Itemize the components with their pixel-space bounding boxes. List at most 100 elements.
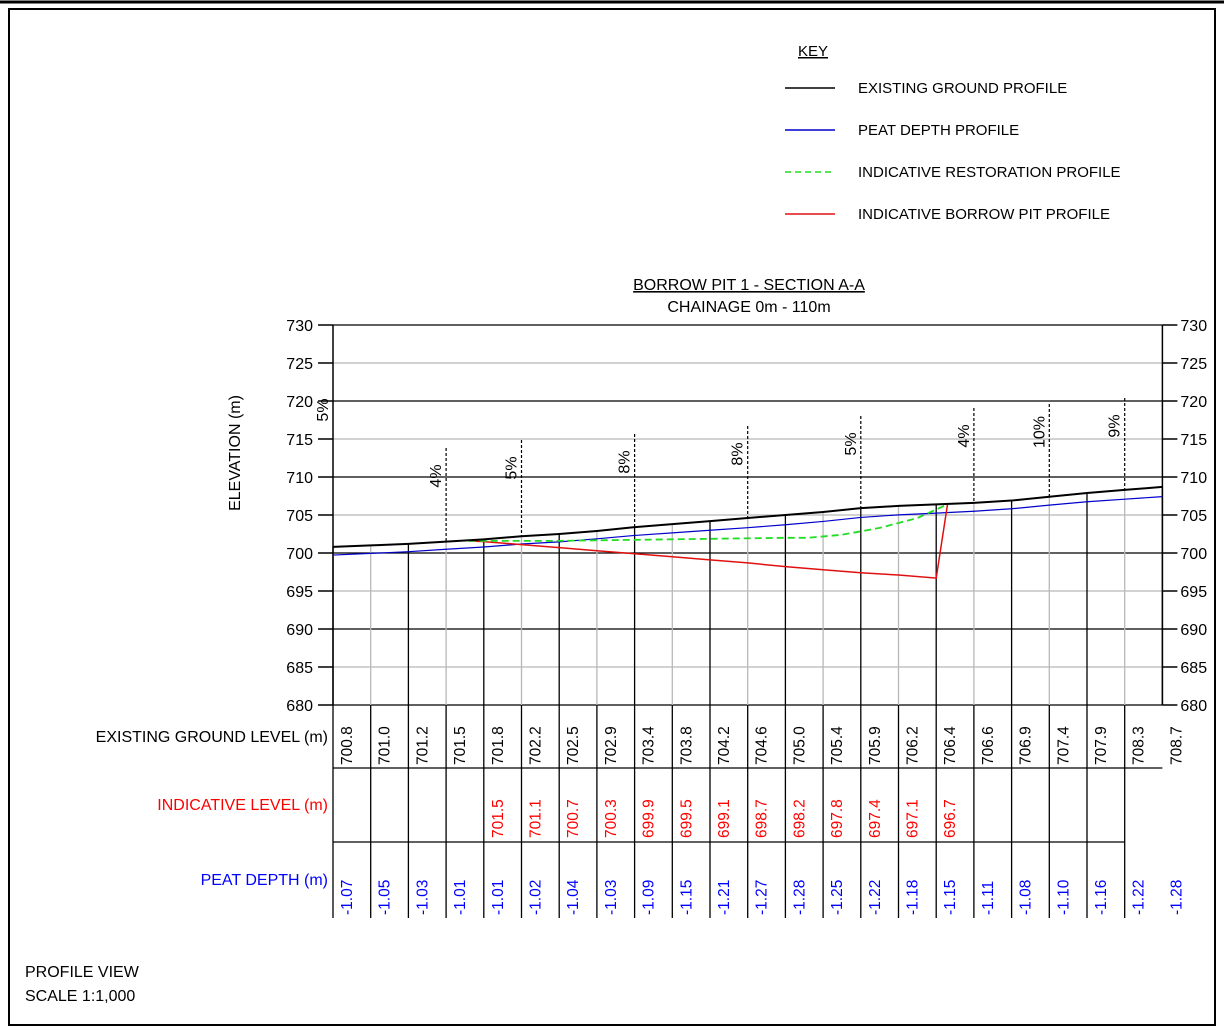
indicative-level-cell: 699.1 (716, 799, 733, 838)
existing-level-cell: 706.4 (942, 726, 959, 765)
y-axis-label: ELEVATION (m) (227, 395, 244, 511)
existing-level-cell: 707.9 (1093, 726, 1110, 765)
existing-level-cell: 707.4 (1055, 726, 1072, 765)
peat-depth-cell: -1.08 (1018, 880, 1035, 915)
peat-depth-cell: -1.04 (565, 879, 582, 915)
indicative-level-cell: 696.7 (942, 799, 959, 838)
slope-label: 8% (730, 442, 747, 465)
existing-level-cell: 702.5 (565, 726, 582, 765)
existing-level-cell: 703.8 (678, 726, 695, 765)
peat-depth-cell: -1.07 (339, 880, 356, 915)
peat-depth-cell: -1.22 (1131, 880, 1148, 915)
tick-label-left: 690 (286, 622, 313, 639)
level-table: 700.8 -1.07 701.0 -1.05 701.2 -1.03 701.5 -1.01… (332, 705, 1185, 918)
slope-label: 5% (843, 432, 860, 455)
elevation-axis: 730 730 725 725 720 720 715 715 710 710 705 705 700 7… (286, 318, 1207, 715)
peat-depth-cell: -1.03 (603, 880, 620, 915)
key-item-label: PEAT DEPTH PROFILE (858, 122, 1019, 139)
indicative-level-cell: 699.5 (678, 799, 695, 838)
existing-level-cell: 704.6 (754, 726, 771, 765)
existing-level-cell: 706.2 (905, 726, 922, 765)
tick-label-right: 725 (1180, 356, 1207, 373)
existing-level-cell: 701.5 (452, 726, 469, 765)
key-item-label: INDICATIVE BORROW PIT PROFILE (858, 206, 1110, 223)
indicative-level-cell: 697.1 (905, 799, 922, 838)
peat-depth-cell: -1.02 (528, 880, 545, 915)
tick-label-left: 680 (286, 698, 313, 715)
tick-label-left: 705 (286, 508, 313, 525)
slope-label: 5% (315, 398, 332, 421)
peat-depth-cell: -1.25 (829, 880, 846, 915)
tick-label-right: 705 (1180, 508, 1207, 525)
tick-label-right: 715 (1180, 432, 1207, 449)
existing-level-cell: 702.9 (603, 726, 620, 765)
tick-label-right: 685 (1180, 660, 1207, 677)
slope-markers: 5% 4% 5% 8% 8% 5% 4% 10% 9% (315, 398, 1126, 542)
peat-depth-cell: -1.28 (791, 880, 808, 915)
indicative-level-cell: 700.3 (603, 799, 620, 838)
row-label-indicative: INDICATIVE LEVEL (m) (157, 797, 328, 814)
existing-level-cell: 700.8 (339, 726, 356, 765)
peat-depth-cell: -1.03 (414, 880, 431, 915)
peat-depth-cell: -1.18 (905, 880, 922, 915)
peat-depth-cell: -1.01 (452, 880, 469, 915)
key-title: KEY (798, 43, 828, 60)
key-item-label: EXISTING GROUND PROFILE (858, 80, 1067, 97)
tick-label-left: 730 (286, 318, 313, 335)
indicative-level-cell: 697.8 (829, 799, 846, 838)
indicative-level-cell: 701.5 (490, 799, 507, 838)
tick-label-left: 725 (286, 356, 313, 373)
existing-level-cell: 704.2 (716, 726, 733, 765)
indicative-level-cell: 698.7 (754, 799, 771, 838)
tick-label-left: 695 (286, 584, 313, 601)
tick-label-left: 715 (286, 432, 313, 449)
existing-level-cell: 701.8 (490, 726, 507, 765)
existing-level-cell: 706.9 (1018, 726, 1035, 765)
tick-label-right: 690 (1180, 622, 1207, 639)
peat-depth-cell: -1.11 (980, 881, 997, 915)
existing-level-cell: 701.2 (414, 726, 431, 765)
tick-label-right: 720 (1180, 394, 1207, 411)
peat-depth-cell: -1.28 (1168, 880, 1185, 915)
tick-label-right: 680 (1180, 698, 1207, 715)
existing-level-cell: 708.7 (1168, 726, 1185, 765)
drawing-frame (8, 8, 1216, 1026)
slope-label: 9% (1107, 414, 1124, 437)
key-item-label: INDICATIVE RESTORATION PROFILE (858, 164, 1121, 181)
indicative-level-cell: 699.9 (641, 799, 658, 838)
section-subtitle: CHAINAGE 0m - 110m (667, 299, 830, 316)
peat-depth-cell: -1.27 (754, 880, 771, 915)
slope-label: 5% (504, 456, 521, 479)
peat-depth-cell: -1.05 (377, 880, 394, 915)
existing-level-cell: 706.6 (980, 726, 997, 765)
slope-label: 4% (956, 424, 973, 447)
tick-label-right: 700 (1180, 546, 1207, 563)
peat-depth-cell: -1.01 (490, 880, 507, 915)
slope-label: 8% (617, 450, 634, 473)
footer-scale: SCALE 1:1,000 (25, 988, 135, 1005)
peat-depth-cell: -1.10 (1055, 879, 1072, 915)
peat-depth-cell: -1.15 (942, 880, 959, 915)
slope-label: 4% (428, 464, 445, 487)
peat-depth-cell: -1.16 (1093, 880, 1110, 915)
tick-label-left: 710 (286, 470, 313, 487)
slope-label: 10% (1031, 416, 1048, 448)
peat-depth-cell: -1.09 (641, 880, 658, 915)
row-label-existing: EXISTING GROUND LEVEL (m) (96, 729, 328, 746)
peat-depth-cell: -1.22 (867, 880, 884, 915)
profile-grid (332, 324, 1164, 706)
row-label-peat: PEAT DEPTH (m) (201, 872, 328, 889)
existing-level-cell: 705.0 (791, 726, 808, 765)
existing-level-cell: 702.2 (528, 726, 545, 765)
indicative-level-cell: 697.4 (867, 799, 884, 838)
existing-level-cell: 705.4 (829, 726, 846, 765)
existing-level-cell: 703.4 (641, 726, 658, 765)
tick-label-right: 710 (1180, 470, 1207, 487)
key-legend: KEY EXISTING GROUND PROFILE PEAT DEPTH PR… (785, 43, 1121, 223)
peat-depth-cell: -1.15 (678, 880, 695, 915)
tick-label-right: 695 (1180, 584, 1207, 601)
footer-view: PROFILE VIEW (25, 964, 140, 981)
peat-depth-cell: -1.21 (716, 880, 733, 915)
tick-label-left: 685 (286, 660, 313, 677)
